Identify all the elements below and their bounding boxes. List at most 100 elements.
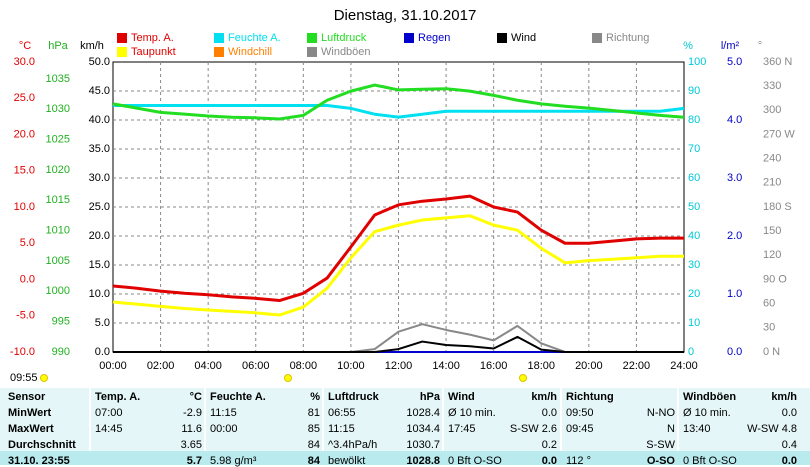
- legend-swatch: [307, 47, 317, 57]
- series-line: [112, 214, 684, 317]
- cell-right: 85: [307, 423, 320, 435]
- legend-swatch: [307, 33, 317, 43]
- y-tick-label: -10.0: [10, 346, 35, 358]
- cell-right: 84: [307, 455, 320, 467]
- legend-label: Luftdruck: [321, 32, 367, 44]
- cell-left: Ø 10 min.: [683, 407, 731, 419]
- row-label: Durchschnitt: [8, 439, 76, 451]
- legend-swatch: [214, 33, 224, 43]
- legend-swatch: [117, 33, 127, 43]
- column-separator: [322, 388, 324, 465]
- y-tick-label: 50.0: [89, 56, 110, 68]
- axis-title: °C: [19, 40, 31, 52]
- y-tick-label: 5.0: [95, 317, 110, 329]
- y-tick-label: 120: [763, 249, 781, 261]
- y-tick-label: 330: [763, 80, 781, 92]
- y-tick-label: 80: [688, 114, 700, 126]
- column-separator: [204, 388, 206, 465]
- header-cell: Richtung: [566, 391, 614, 403]
- cell-left: 17:45: [448, 423, 476, 435]
- axis-title: l/m²: [721, 40, 740, 52]
- legend-label: Wind: [511, 32, 536, 44]
- x-tick-label: 00:00: [99, 360, 127, 372]
- y-tick-label: 1000: [46, 285, 70, 297]
- legend-label: Taupunkt: [131, 46, 176, 58]
- y-tick-label: 90: [688, 85, 700, 97]
- cell-left: 11:15: [210, 407, 237, 419]
- header-cell: Sensor: [8, 391, 46, 403]
- x-tick-label: 22:00: [623, 360, 651, 372]
- y-tick-label: 30.0: [14, 56, 35, 68]
- y-tick-label: 210: [763, 177, 781, 189]
- legend-swatch: [592, 33, 602, 43]
- y-tick-label: 30: [763, 322, 775, 334]
- y-tick-label: 1.0: [727, 288, 742, 300]
- cell-left: ^3.4hPa/h: [328, 439, 378, 451]
- y-tick-label: 60: [763, 298, 775, 310]
- cell-right: 11.6: [181, 423, 202, 435]
- y-tick-label: 240: [763, 153, 781, 165]
- row-label: MaxWert: [8, 423, 54, 435]
- header-cell: Luftdruck: [328, 391, 379, 403]
- y-tick-label: 0.0: [20, 273, 35, 285]
- cell-left: 09:45: [566, 423, 594, 435]
- y-tick-label: 30.0: [89, 172, 110, 184]
- y-tick-label: 1015: [46, 194, 70, 206]
- y-tick-label: 4.0: [727, 114, 742, 126]
- sun-marker: [519, 374, 527, 382]
- y-tick-label: 20.0: [14, 128, 35, 140]
- cell-right: -2.9: [183, 407, 202, 419]
- time-marker: 09:55: [10, 372, 38, 384]
- y-tick-label: 10.0: [14, 201, 35, 213]
- sun-marker: [284, 374, 292, 382]
- cell-left: 112 °: [566, 455, 591, 467]
- legend-swatch: [404, 33, 414, 43]
- y-tick-label: 15.0: [14, 165, 35, 177]
- y-tick-label: 45.0: [89, 85, 110, 97]
- y-tick-label: 3.0: [727, 172, 742, 184]
- x-tick-label: 20:00: [575, 360, 603, 372]
- legend-swatch: [117, 47, 127, 57]
- x-tick-label: 04:00: [194, 360, 222, 372]
- y-tick-label: 1010: [46, 225, 70, 237]
- y-tick-label: 300: [763, 104, 781, 116]
- cell-right: 1028.4: [406, 407, 440, 419]
- cell-right: 0.2: [541, 439, 557, 451]
- y-tick-label: 25.0: [14, 92, 35, 104]
- y-tick-label: 10.0: [89, 288, 110, 300]
- cell-right: W-SW 4.8: [747, 423, 797, 435]
- y-tick-label: 40.0: [89, 114, 110, 126]
- axis-title: hPa: [48, 40, 68, 52]
- y-tick-label: 100: [688, 56, 706, 68]
- cell-right: O-SO: [646, 455, 675, 467]
- x-tick-label: 14:00: [432, 360, 460, 372]
- chart-title: Dienstag, 31.10.2017: [334, 7, 477, 24]
- header-unit: °C: [189, 391, 202, 403]
- series-line: [112, 83, 685, 121]
- cell-left: 06:55: [328, 407, 356, 419]
- y-tick-label: 0.0: [95, 346, 110, 358]
- cell-left: 13:40: [683, 423, 711, 435]
- cell-right: 84: [307, 439, 320, 451]
- y-tick-label: 30: [688, 259, 700, 271]
- y-tick-label: 1035: [46, 73, 70, 85]
- y-tick-label: 180 S: [763, 201, 792, 213]
- y-tick-label: 70: [688, 143, 700, 155]
- axis-title: %: [683, 40, 693, 52]
- y-tick-label: 0 N: [763, 346, 780, 358]
- cell-right: 1030.7: [406, 439, 440, 451]
- series-line: [113, 335, 684, 353]
- x-tick-label: 24:00: [670, 360, 698, 372]
- y-tick-label: 10: [688, 317, 700, 329]
- column-separator: [442, 388, 444, 465]
- header-cell: Windböen: [683, 391, 737, 403]
- y-tick-label: 5.0: [20, 237, 35, 249]
- cell-left: 09:50: [566, 407, 594, 419]
- y-tick-label: 60: [688, 172, 700, 184]
- legend-swatch: [214, 47, 224, 57]
- cell-right: 81: [307, 407, 320, 419]
- cell-left: 07:00: [95, 407, 123, 419]
- y-tick-label: 15.0: [89, 259, 110, 271]
- legend-label: Windchill: [228, 46, 272, 58]
